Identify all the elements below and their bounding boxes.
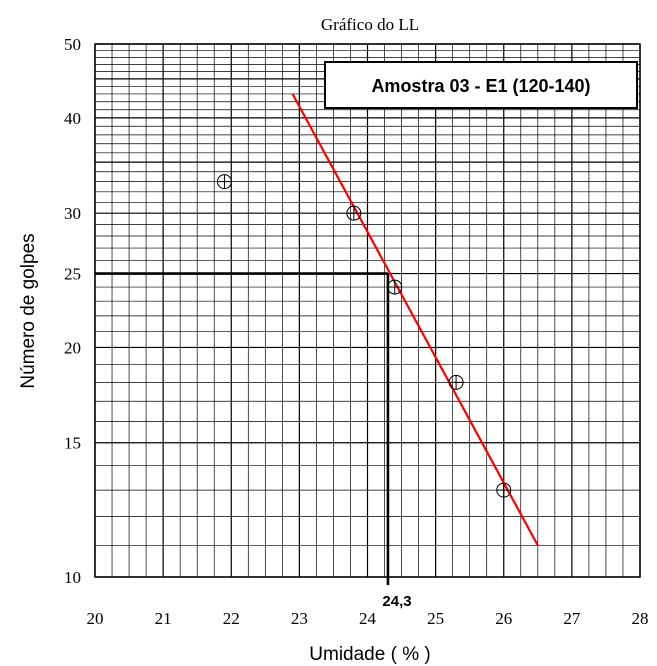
legend-box bbox=[324, 61, 638, 109]
x-tick-label: 21 bbox=[155, 609, 172, 628]
x-tick-label: 24 bbox=[359, 609, 377, 628]
y-tick-label: 25 bbox=[64, 265, 81, 284]
data-point bbox=[387, 279, 403, 295]
y-axis-label: Número de golpes bbox=[18, 233, 39, 388]
y-tick-label: 40 bbox=[64, 109, 81, 128]
trendline bbox=[291, 93, 539, 546]
data-points bbox=[216, 174, 512, 498]
reference-lines bbox=[95, 272, 390, 585]
legend: Amostra 03 - E1 (120-140) bbox=[324, 61, 638, 109]
major-grid bbox=[94, 43, 641, 578]
x-tick-labels: 20 21 22 23 24 25 26 27 28 bbox=[87, 609, 649, 628]
ll-value-label: 24,3 bbox=[382, 593, 411, 610]
x-tick-label: 26 bbox=[495, 609, 512, 628]
data-point bbox=[216, 174, 232, 190]
y-tick-labels: 10 15 20 25 30 40 50 bbox=[64, 35, 81, 587]
chart-title: Gráfico do LL bbox=[321, 15, 419, 34]
data-point bbox=[346, 205, 362, 221]
plot-frame bbox=[94, 43, 641, 578]
y-tick-label: 15 bbox=[64, 434, 81, 453]
y-tick-label: 10 bbox=[64, 568, 81, 587]
legend-label: Amostra 03 - E1 (120-140) bbox=[371, 76, 590, 96]
x-tick-label: 22 bbox=[223, 609, 240, 628]
y-tick-label: 30 bbox=[64, 204, 81, 223]
x-axis-label: Umidade ( % ) bbox=[309, 644, 430, 665]
x-tick-label: 27 bbox=[563, 609, 581, 628]
trendline-segment bbox=[291, 93, 539, 546]
y-tick-label: 20 bbox=[64, 338, 81, 357]
x-tick-label: 20 bbox=[87, 609, 104, 628]
data-point bbox=[496, 482, 512, 498]
data-point bbox=[448, 374, 464, 390]
x-tick-label: 25 bbox=[427, 609, 444, 628]
y-tick-label: 50 bbox=[64, 35, 81, 54]
x-tick-label: 28 bbox=[632, 609, 649, 628]
x-tick-label: 23 bbox=[291, 609, 308, 628]
